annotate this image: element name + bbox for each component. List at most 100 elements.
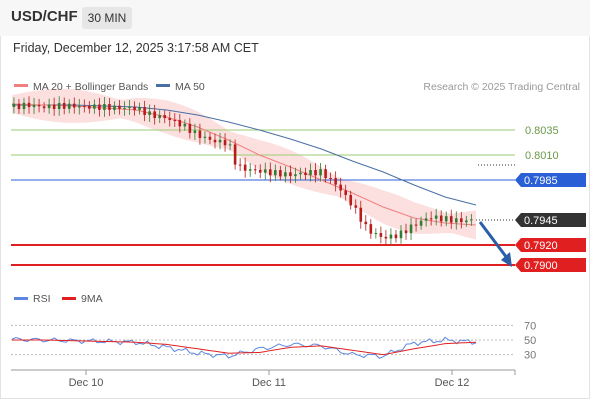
candle-body	[118, 105, 121, 109]
candle-body	[133, 106, 136, 111]
candle-body	[148, 111, 151, 116]
rsi-legend-label: RSI	[33, 293, 51, 305]
copyright-label: Research © 2025 Trading Central	[423, 81, 580, 93]
candle-body	[108, 104, 111, 110]
candle-body	[465, 220, 468, 223]
candle-body	[444, 216, 448, 222]
candle-body	[213, 139, 217, 143]
candle-body	[168, 118, 172, 121]
candle-body	[349, 194, 353, 206]
candle-body	[394, 234, 398, 239]
candle-body	[47, 104, 51, 109]
candle-body	[253, 169, 257, 171]
candle-body	[258, 169, 262, 173]
x-tick-label: Dec 10	[69, 377, 104, 389]
ma20-legend-label: MA 20 + Bollinger Bands	[33, 81, 148, 93]
level-label-0.8010: 0.8010	[525, 150, 559, 162]
rsi-tick-30: 30	[524, 350, 536, 362]
candle-body	[158, 115, 162, 119]
candle-body	[203, 136, 207, 138]
candle-body	[27, 102, 31, 108]
datetime-label: Friday, December 12, 2025 3:17:58 AM CET	[13, 41, 259, 55]
candle-body	[434, 215, 438, 219]
candle-body	[294, 174, 297, 177]
candle-body	[284, 172, 287, 177]
candle-body	[17, 103, 21, 110]
candle-body	[243, 164, 247, 171]
candle-body	[248, 169, 252, 171]
ma20-legend-swatch	[14, 84, 28, 87]
candle-body	[419, 220, 423, 226]
candle-body	[32, 104, 36, 108]
level-label-0.7900: 0.7900	[524, 260, 558, 272]
level-lines-layer	[11, 129, 515, 266]
candle-body	[72, 103, 76, 108]
candle-body	[37, 104, 41, 107]
candle-body	[354, 205, 358, 208]
candle-body	[329, 178, 332, 180]
candle-body	[289, 172, 292, 177]
x-tick-label: Dec 12	[435, 377, 470, 389]
candle-body	[304, 172, 307, 176]
rsi-line	[11, 336, 477, 359]
bollinger-band-layer	[12, 88, 476, 240]
candle-body	[178, 120, 182, 127]
timeframe-button[interactable]: 30 MIN	[82, 7, 132, 29]
forecast-arrow-shaft	[478, 221, 509, 259]
candle-body	[344, 190, 347, 195]
candle-body	[359, 207, 363, 222]
candle-body	[238, 164, 242, 166]
candle-body	[138, 107, 141, 111]
candle-body	[470, 219, 473, 221]
x-axis: Dec 10 Dec 11 Dec 12	[11, 369, 516, 389]
candle-body	[274, 170, 277, 176]
candle-body	[103, 104, 106, 110]
candle-body	[153, 111, 156, 119]
level-labels-layer: 0.8035 0.8010 0.7985 0.7920 0.7900 0.7945	[478, 125, 586, 272]
candle-body	[309, 170, 312, 176]
candle-body	[223, 139, 227, 146]
candle-body	[379, 233, 383, 237]
candle-body	[188, 123, 192, 133]
level-label-0.7985: 0.7985	[524, 175, 558, 187]
level-tag-0.7900	[515, 258, 586, 272]
candle-body	[449, 216, 453, 223]
rsi-panel: 70 50 30	[11, 320, 536, 362]
ma50-legend-label: MA 50	[175, 81, 205, 93]
candle-body	[128, 106, 131, 109]
candle-body	[404, 230, 408, 234]
candle-body	[98, 104, 101, 110]
candle-body	[143, 107, 146, 116]
candle-body	[228, 144, 232, 146]
candle-body	[88, 106, 91, 109]
candle-body	[123, 108, 126, 110]
candle-body	[364, 221, 368, 225]
candle-body	[389, 234, 393, 239]
candle-body	[268, 169, 272, 176]
candle-body	[233, 144, 237, 165]
candle-body	[439, 215, 443, 222]
candle-body	[52, 104, 56, 110]
bollinger-band-area	[12, 88, 476, 240]
ma9-legend-label: 9MA	[81, 293, 103, 305]
candle-body	[414, 224, 418, 226]
current-price-label: 0.7945	[524, 215, 558, 227]
candle-body	[279, 170, 282, 177]
candle-body	[163, 115, 167, 119]
candle-body	[263, 169, 267, 173]
candle-body	[369, 224, 373, 234]
level-tag-0.7985	[515, 173, 586, 187]
candle-body	[62, 103, 66, 109]
candle-body	[314, 170, 317, 176]
candle-body	[334, 178, 337, 185]
rsi-tick-50: 50	[524, 335, 536, 347]
candle-body	[319, 169, 322, 176]
candle-body	[93, 104, 96, 109]
x-tick-label: Dec 11	[252, 377, 286, 389]
candle-body	[339, 184, 342, 191]
ma50-legend-swatch	[156, 84, 170, 87]
candle-body	[113, 105, 116, 110]
candle-body	[409, 224, 413, 234]
rsi-ma9-line	[12, 339, 477, 356]
level-tag-0.7920	[515, 238, 586, 252]
